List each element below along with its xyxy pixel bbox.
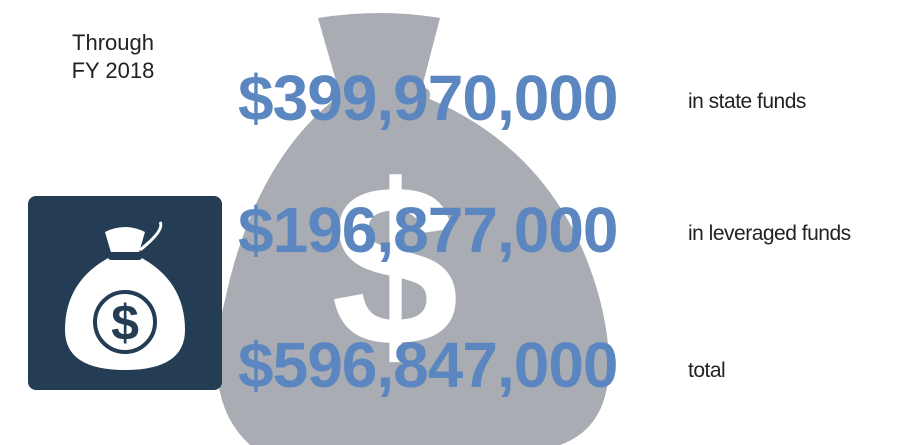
heading-line: Through xyxy=(72,30,154,55)
amount-label: in leveraged funds xyxy=(688,222,851,245)
amount: $399,970,000 xyxy=(238,62,618,134)
heading-line: FY 2018 xyxy=(72,58,155,83)
amount-label: in state funds xyxy=(688,90,806,113)
background-money-bag: $ xyxy=(216,13,609,445)
svg-text:$: $ xyxy=(331,137,459,394)
icon: $ xyxy=(28,196,222,390)
amount-label: total xyxy=(688,359,725,382)
amount: $596,847,000 xyxy=(238,329,618,401)
svg-text:$: $ xyxy=(111,295,139,351)
amount: $196,877,000 xyxy=(238,194,618,266)
